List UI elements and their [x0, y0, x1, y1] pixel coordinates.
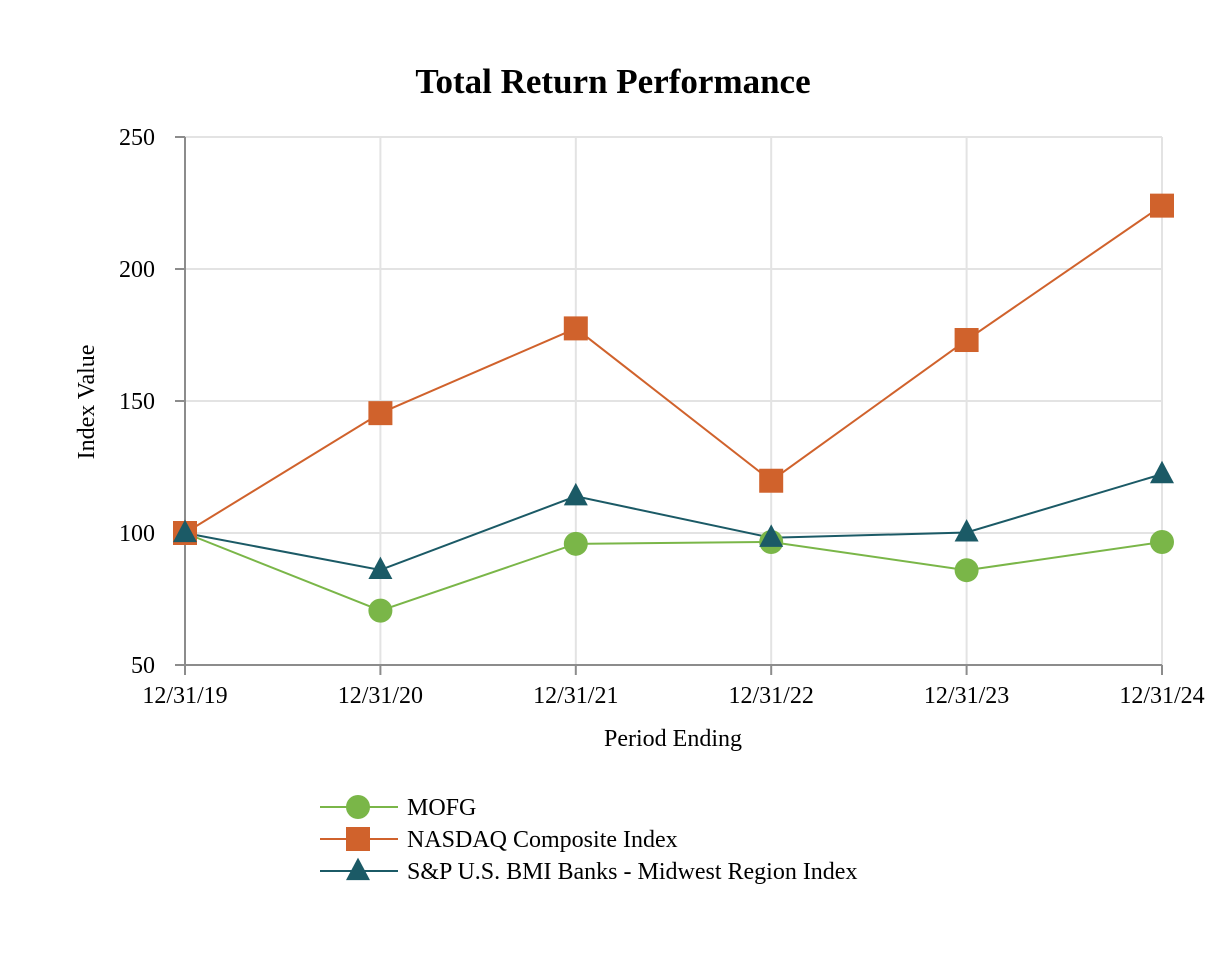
legend: MOFG NASDAQ Composite Index S&P U.S. BMI B…	[320, 795, 857, 885]
x-tick-label: 12/31/22	[729, 683, 814, 709]
legend-marker	[346, 827, 370, 851]
data-point	[1150, 529, 1174, 554]
data-point	[759, 468, 784, 493]
x-tick-label: 12/31/24	[1119, 683, 1204, 709]
legend-label: S&P U.S. BMI Banks - Midwest Region Inde…	[407, 859, 857, 885]
data-point	[563, 482, 588, 506]
x-tick-label: 12/31/23	[924, 683, 1009, 709]
y-tick-label: 200	[119, 257, 155, 283]
data-point	[954, 519, 979, 542]
data-point	[954, 328, 979, 353]
data-point	[563, 531, 588, 556]
chart-title: Total Return Performance	[415, 62, 810, 101]
data-point	[954, 558, 979, 583]
series-line	[184, 532, 1163, 612]
legend-marker	[346, 795, 370, 819]
legend-marker	[346, 857, 370, 881]
x-tick-label: 12/31/19	[142, 683, 227, 709]
x-axis-label: Period Ending	[604, 726, 742, 752]
series-2	[184, 473, 1163, 571]
axes: 50 100 150 200 250 12/31/19 12/31/20 12/31/21 12…	[119, 125, 1205, 709]
legend-label: MOFG	[407, 795, 476, 821]
x-tick-label: 12/31/20	[338, 683, 423, 709]
series-1	[184, 204, 1163, 534]
legend-item: MOFG	[320, 795, 476, 821]
data-point	[1150, 193, 1174, 218]
series-0	[184, 532, 1163, 612]
y-axis-label: Index Value	[74, 345, 100, 460]
series-markers-2	[173, 460, 1174, 580]
data-point	[173, 519, 197, 543]
series-markers-0	[173, 521, 1174, 623]
data-point	[368, 556, 393, 580]
series-layer	[173, 193, 1174, 623]
grid	[185, 136, 1163, 665]
data-point	[1150, 460, 1174, 484]
series-line	[184, 204, 1163, 534]
data-point	[759, 524, 784, 547]
y-tick-label: 250	[119, 125, 155, 151]
data-point	[563, 316, 588, 341]
data-point	[368, 401, 393, 426]
y-tick-label: 50	[131, 653, 155, 679]
y-tick-label: 150	[119, 389, 155, 415]
x-tick-label: 12/31/21	[533, 683, 618, 709]
legend-label: NASDAQ Composite Index	[407, 827, 678, 853]
legend-item: S&P U.S. BMI Banks - Midwest Region Inde…	[320, 857, 857, 885]
series-line	[184, 473, 1163, 571]
legend-item: NASDAQ Composite Index	[320, 827, 678, 853]
series-markers-1	[173, 193, 1174, 545]
data-point	[368, 598, 393, 623]
y-tick-label: 100	[119, 521, 155, 547]
